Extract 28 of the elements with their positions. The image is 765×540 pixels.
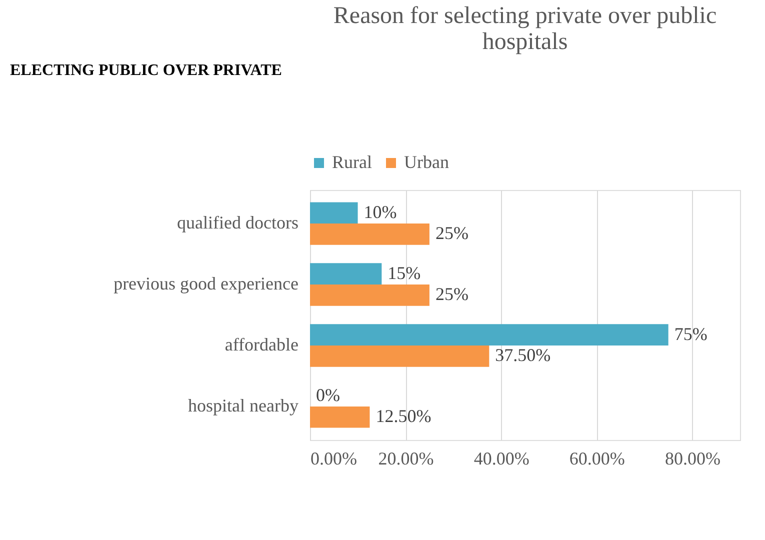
data-label: 0% xyxy=(316,384,340,405)
x-tick-label: 60.00% xyxy=(569,448,625,468)
y-tick-label: previous good experience xyxy=(114,274,299,294)
x-tick-label: 20.00% xyxy=(378,448,434,468)
data-label: 25% xyxy=(435,223,468,244)
data-label: 12.50% xyxy=(376,406,432,426)
bar xyxy=(310,263,382,285)
bar xyxy=(310,224,430,245)
legend-label: Rural xyxy=(332,152,372,172)
bar xyxy=(310,345,490,367)
bar xyxy=(310,324,668,346)
bar xyxy=(310,202,358,224)
bar xyxy=(310,284,430,306)
data-label: 10% xyxy=(364,202,397,222)
y-tick-label: hospital nearby xyxy=(188,395,298,416)
data-label: 15% xyxy=(388,262,421,283)
data-label: 37.50% xyxy=(495,345,551,366)
x-tick-label: 40.00% xyxy=(474,448,530,468)
text: ELECTING PUBLIC OVER PRIVATE xyxy=(10,62,282,79)
data-label: 25% xyxy=(435,284,468,304)
legend-label: Urban xyxy=(404,152,449,172)
data-label: 75% xyxy=(674,324,708,344)
bar xyxy=(310,406,370,428)
x-tick-label: 0.00% xyxy=(310,448,357,468)
chart-title: Reason for selecting private over public hospitals xyxy=(333,3,717,55)
x-tick-label: 80.00% xyxy=(664,448,720,468)
y-tick-label: affordable xyxy=(224,334,298,354)
y-tick-label: qualified doctors xyxy=(177,212,298,233)
